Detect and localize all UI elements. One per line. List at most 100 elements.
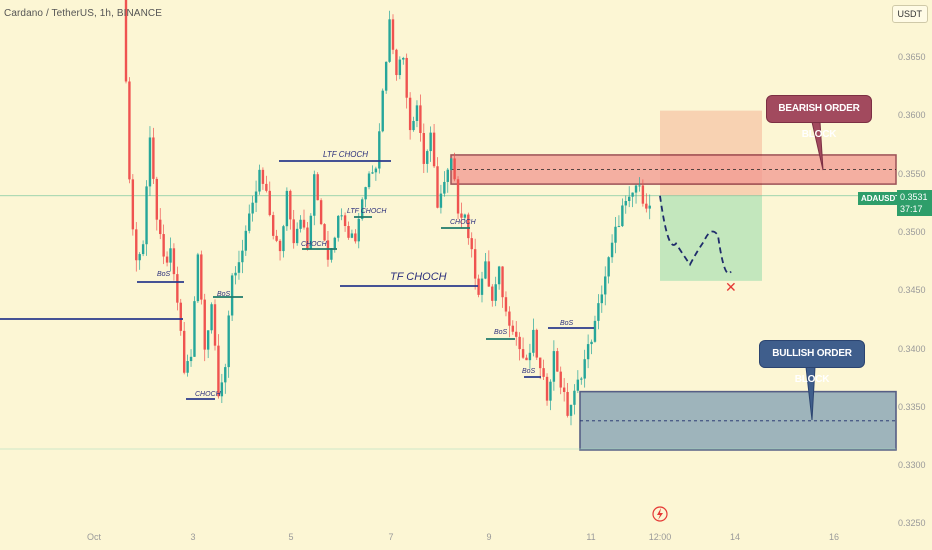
structure-label: CHOCH [450,219,477,226]
candle-body [449,158,453,170]
candle-body [244,230,248,251]
candle-body [415,105,419,121]
candle-body [340,215,343,217]
candle-body [525,357,528,361]
price-tick: 0.3300 [898,460,926,471]
structure-label: BoS [157,271,171,278]
target-marker: ✕ [725,280,737,296]
structure-label: TF CHOCH [390,271,447,283]
bullish-order-block-callout: BULLISH ORDER BLOCK [759,340,865,385]
structure-label: CHOCH [301,241,328,248]
time-tick: 5 [288,532,294,542]
structure-label: BoS [217,291,231,298]
candle-body [333,237,337,249]
lightning-icon [652,506,668,522]
candle-body [292,219,295,244]
candle-body [196,254,200,302]
candle-body [627,196,631,201]
candle-body [641,185,645,204]
candle-body [552,351,556,382]
candle-body [405,57,408,98]
candle-body [604,276,607,295]
candle-body [580,378,583,380]
candle-body [453,158,456,180]
candle-body [634,185,638,193]
candle-body [426,151,429,164]
candle-body [491,286,494,301]
candle-body [504,297,508,312]
candle-body [480,278,484,295]
candle-body [494,284,497,301]
structure-label: LTF CHOCH [347,208,387,215]
time-tick: 16 [828,532,840,542]
candle-body [549,381,552,401]
candle-body [388,19,391,62]
structure-label: BoS [522,368,536,375]
lightning-icon-bolt [657,508,663,520]
candle-body [518,336,521,350]
candle-body [234,272,237,276]
candle-body [299,219,302,229]
candle-body [220,382,224,397]
candle-body [562,387,566,392]
last-price-label: 0.3531 37:17 [897,190,932,216]
take-profit-zone [660,195,762,281]
candle-body [323,224,326,241]
candle-body [141,244,145,255]
candle-body [237,262,241,273]
time-tick: 3 [190,532,196,542]
candle-body [124,0,128,82]
candle-body [189,356,193,362]
candle-body [511,325,515,332]
candle-body [381,90,384,132]
candle-body [439,193,443,208]
candle-body [515,331,518,337]
candle-body [182,330,186,373]
price-axis[interactable]: 0.3650 0.3600 0.3550 0.3500 0.3450 0.3400 0.33… [890,0,932,550]
candle-body [395,49,398,76]
candle-body [638,185,641,187]
candle-body [306,227,309,249]
time-tick: 9 [486,532,492,542]
candle-body [186,361,189,373]
candle-body [487,261,491,287]
candle-body [621,205,624,227]
candle-body [176,274,179,303]
candle-body [309,215,313,249]
candle-body [508,311,511,326]
ticker-label: ADAUSDT [858,192,904,205]
candle-body [193,301,196,357]
price-tick: 0.3250 [898,518,926,529]
candle-body [593,320,597,342]
candle-body [148,137,152,187]
candle-body [230,275,234,316]
candle-body [371,172,374,174]
candle-body [261,169,265,184]
candle-body [614,226,617,243]
candle-body [569,404,573,416]
time-tick: 7 [388,532,394,542]
candle-body [501,266,504,298]
candle-body [265,183,268,191]
candle-body [268,190,271,216]
price-tick: 0.3550 [898,168,926,179]
candle-body [456,179,460,214]
candle-body [275,235,278,241]
candle-body [583,359,586,379]
candle-body [155,178,159,220]
currency-badge[interactable]: USDT [891,5,928,23]
symbol-title: Cardano / TetherUS, 1h, BINANCE [4,8,162,19]
candle-body [391,19,395,50]
candle-body [364,187,367,200]
candle-body [402,57,405,60]
candle-body [576,379,580,391]
candle-body [343,215,347,227]
candle-body [422,133,426,164]
candle-body [354,233,357,242]
time-tick: 14 [729,532,741,542]
candle-body [200,254,203,300]
price-tick: 0.3400 [898,343,926,354]
candle-body [477,278,480,295]
